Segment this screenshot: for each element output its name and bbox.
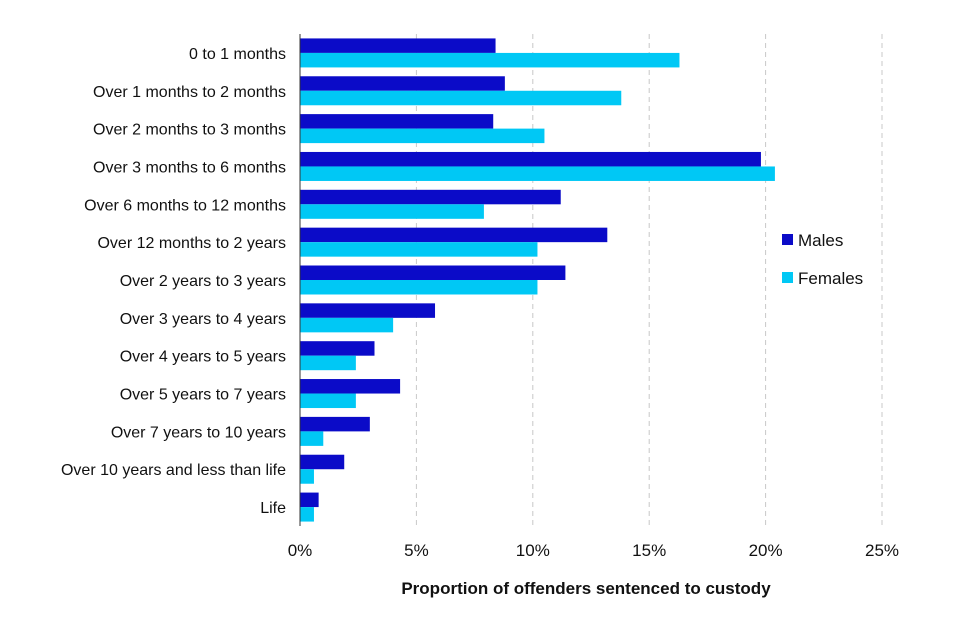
category-label: Over 6 months to 12 months [84,197,286,214]
category-label: Over 10 years and less than life [61,462,286,479]
bar-males [300,189,561,205]
legend-swatch-females [782,272,793,283]
bar-females [300,317,394,333]
category-label: Over 4 years to 5 years [120,349,286,366]
bar-females [300,431,324,446]
x-tick-label: 20% [749,541,783,560]
legend: Males Females [782,231,863,288]
bar-males [300,416,370,432]
bar-males [300,303,436,318]
bar-males [300,227,608,243]
bar-males [300,76,505,91]
bar-females [300,128,545,144]
category-label: Over 2 years to 3 years [120,273,286,290]
bar-females [300,469,314,484]
category-labels: 0 to 1 months Over 1 months to 2 months Ov… [61,46,286,517]
category-label: 0 to 1 months [189,46,286,63]
bar-females [300,242,538,257]
bar-males [300,114,494,129]
tick-labels: 0% 5% 10% 15% 20% 25% [288,541,899,560]
bar-females [300,280,538,295]
bar-males [300,492,319,508]
bar-males [300,379,401,394]
bar-females [300,52,680,68]
category-label: Over 3 months to 6 months [93,159,286,176]
bar-females [300,166,775,181]
bar-females [300,204,484,219]
legend-swatch-males [782,234,793,245]
x-axis-title: Proportion of offenders sentenced to cus… [401,579,771,598]
category-label: Over 2 months to 3 months [93,122,286,139]
category-label: Over 1 months to 2 months [93,84,286,101]
legend-label-females: Females [798,269,863,288]
bar-females [300,90,622,106]
category-label: Over 7 years to 10 years [111,424,286,441]
bar-females [300,507,314,522]
category-label: Over 3 years to 4 years [120,311,286,328]
x-tick-label: 5% [404,541,429,560]
bar-males [300,38,496,53]
bar-females [300,393,356,409]
category-label: Life [260,500,286,517]
x-tick-label: 15% [632,541,666,560]
x-tick-label: 25% [865,541,899,560]
bar-males [300,341,375,356]
category-label: Over 5 years to 7 years [120,387,286,404]
category-label: Over 12 months to 2 years [97,235,286,252]
x-tick-label: 0% [288,541,313,560]
bar-males [300,454,345,470]
bar-males [300,265,566,280]
bar-males [300,151,761,167]
x-tick-label: 10% [516,541,550,560]
bars [300,38,775,522]
bar-females [300,355,356,371]
legend-label-males: Males [798,231,843,250]
